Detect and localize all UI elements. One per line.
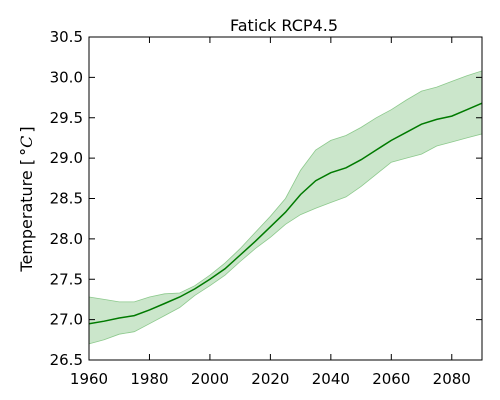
uncertainty-band [88,70,483,345]
y-tick-label: 30.5 [50,28,83,46]
x-tick-label: 1980 [130,370,168,388]
y-tick-label: 27.0 [50,311,83,329]
mean-temperature-line [88,102,483,325]
y-axis-label-unit: °C [17,136,36,156]
chart-title: Fatick RCP4.5 [230,16,338,35]
plot-area [88,70,483,345]
y-tick-label: 28.5 [50,190,83,208]
y-tick-label: 29.5 [50,109,83,127]
y-tick-label: 26.5 [50,351,83,369]
y-axis-label-text: Temperature [ [17,159,36,273]
y-tick-label: 30.0 [50,68,83,86]
x-axis: 1960 1980 2000 2020 2040 2060 2080 [70,37,471,388]
x-tick-label: 2040 [312,370,350,388]
y-tick-label: 27.5 [50,270,83,288]
x-tick-label: 2080 [433,370,471,388]
y-axis: 26.5 27.0 27.5 28.0 28.5 29.0 29.5 30.0 30.5 [50,28,482,369]
y-axis-label-close: ] [17,126,36,132]
y-tick-label: 29.0 [50,149,83,167]
x-tick-label: 1960 [70,370,108,388]
x-tick-label: 2020 [251,370,289,388]
y-axis-label: Temperature [ °C] [17,126,36,272]
x-tick-label: 2060 [372,370,410,388]
y-tick-label: 28.0 [50,230,83,248]
x-tick-label: 2000 [191,370,229,388]
